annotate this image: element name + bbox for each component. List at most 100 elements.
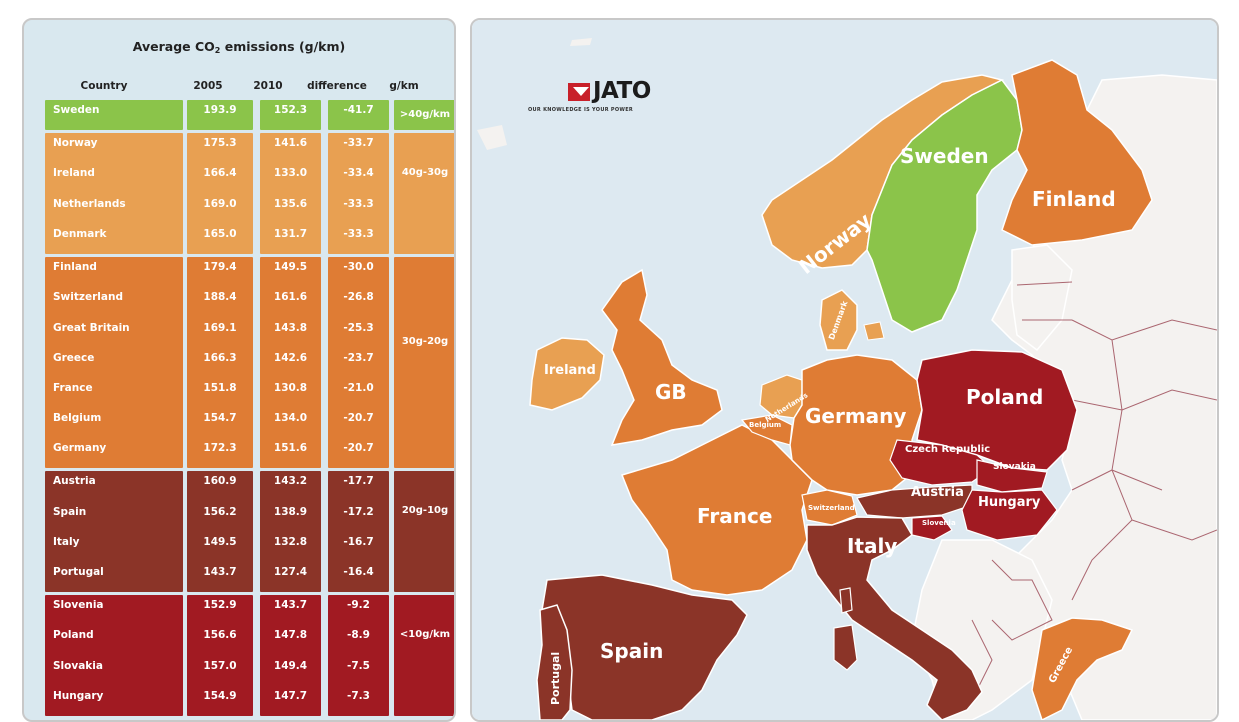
country-name: Italy <box>53 535 80 548</box>
country-name: Slovenia <box>53 599 104 612</box>
country-name: Spain <box>53 505 87 518</box>
value-v2010: 131.7 <box>273 227 308 240</box>
value-v2005: 193.9 <box>203 104 237 117</box>
country-italy-sardinia <box>833 624 858 671</box>
value-diff: -33.3 <box>343 197 374 210</box>
value-diff: -26.8 <box>343 291 374 304</box>
table-group: Austria 160.9 143.2 -17.7 Spain 156.2 138.9 -17… <box>24 471 454 593</box>
value-diff: -8.9 <box>347 629 370 642</box>
country-name: Belgium <box>53 412 102 425</box>
label-austria: Austria <box>911 485 964 500</box>
value-v2005: 151.8 <box>203 381 237 394</box>
country-name: Norway <box>53 137 98 150</box>
column-cell-bg <box>328 257 389 469</box>
value-diff: -16.4 <box>343 566 374 579</box>
country-ireland <box>529 337 605 411</box>
value-v2010: 152.3 <box>273 104 308 117</box>
table-title: Average CO2 emissions (g/km) <box>24 39 454 55</box>
country-denmark <box>819 289 858 351</box>
value-v2010: 143.8 <box>273 321 308 334</box>
value-v2010: 142.6 <box>273 351 308 364</box>
value-v2005: 157.0 <box>203 659 237 672</box>
country-name: Switzerland <box>53 291 123 304</box>
value-diff: -23.7 <box>343 351 374 364</box>
value-diff: -21.0 <box>343 381 374 394</box>
europe-map-panel: JATO OUR KNOWLEDGE IS YOUR POWER Sweden … <box>470 18 1219 722</box>
value-v2010: 141.6 <box>273 137 308 150</box>
title-prefix: Average CO <box>132 39 215 54</box>
land-baltic <box>1011 244 1073 352</box>
label-slovakia: Slovakia <box>993 462 1036 472</box>
value-v2005: 172.3 <box>203 442 237 455</box>
value-v2005: 165.0 <box>203 227 237 240</box>
label-france: France <box>697 504 773 528</box>
value-diff: -33.4 <box>343 167 374 180</box>
band-label: 20g-10g <box>401 504 449 516</box>
column-cell-bg <box>45 133 183 254</box>
column-cell-bg <box>187 257 253 469</box>
column-cell-bg <box>328 133 389 254</box>
value-v2005: 156.2 <box>203 505 237 518</box>
value-v2010: 161.6 <box>273 291 308 304</box>
country-slovenia <box>911 515 953 541</box>
label-germany: Germany <box>805 404 907 428</box>
band-label: 30g-20g <box>401 335 449 347</box>
country-name: Austria <box>53 475 96 488</box>
value-v2005: 143.7 <box>203 566 237 579</box>
column-cell-bg <box>260 257 321 469</box>
band-label: <10g/km <box>399 628 451 640</box>
value-diff: -17.7 <box>343 475 374 488</box>
label-hungary: Hungary <box>978 495 1041 510</box>
country-greece <box>1031 617 1134 720</box>
column-cell-bg <box>328 100 389 131</box>
country-gb <box>601 268 723 446</box>
band-label: >40g/km <box>399 108 451 120</box>
value-diff: -20.7 <box>343 442 374 455</box>
value-diff: -7.5 <box>347 659 370 672</box>
country-name: France <box>53 381 93 394</box>
country-denmark-island <box>863 321 885 341</box>
header-band: g/km <box>389 80 419 92</box>
value-v2010: 143.7 <box>273 599 308 612</box>
title-suffix: emissions (g/km) <box>220 39 346 54</box>
label-czech: Czech Republic <box>905 444 991 455</box>
value-v2005: 166.4 <box>203 167 237 180</box>
country-name: Portugal <box>53 566 104 579</box>
label-gb: GB <box>655 380 687 404</box>
value-v2005: 154.7 <box>203 412 237 425</box>
value-v2010: 151.6 <box>273 442 308 455</box>
country-name: Slovakia <box>53 659 103 672</box>
country-slovakia <box>976 459 1048 493</box>
table-group: Slovenia 152.9 143.7 -9.2 Poland 156.6 147.8 -8… <box>24 595 454 716</box>
value-v2010: 149.5 <box>273 261 308 274</box>
column-cell-bg <box>45 595 183 716</box>
land-fragment <box>570 38 592 46</box>
band-label: 40g-30g <box>401 166 449 178</box>
column-cell-bg <box>187 100 253 131</box>
label-poland: Poland <box>966 385 1044 409</box>
value-v2010: 149.4 <box>273 659 308 672</box>
value-diff: -25.3 <box>343 321 374 334</box>
value-diff: -9.2 <box>347 599 370 612</box>
value-v2005: 156.6 <box>203 629 237 642</box>
country-poland <box>916 349 1078 471</box>
column-cell-bg <box>187 133 253 254</box>
band-cell-bg <box>394 100 454 131</box>
country-hungary <box>961 489 1058 541</box>
country-name: Greece <box>53 351 95 364</box>
value-v2005: 169.1 <box>203 321 237 334</box>
logo-text: JATO <box>593 78 651 104</box>
value-v2010: 130.8 <box>273 381 308 394</box>
value-diff: -16.7 <box>343 535 374 548</box>
table-group: Finland 179.4 149.5 -30.0 Switzerland 188.4 16… <box>24 257 454 469</box>
country-name: Netherlands <box>53 197 126 210</box>
emissions-table-panel: Average CO2 emissions (g/km) Country 200… <box>22 18 456 722</box>
value-v2010: 127.4 <box>273 566 308 579</box>
column-cell-bg <box>260 100 321 131</box>
country-france <box>620 424 813 596</box>
label-slovenia: Slovenia <box>922 519 956 527</box>
label-sweden: Sweden <box>900 144 989 168</box>
country-name: Germany <box>53 442 107 455</box>
neighbour-borders <box>971 281 1217 701</box>
column-cell-bg <box>260 471 321 593</box>
